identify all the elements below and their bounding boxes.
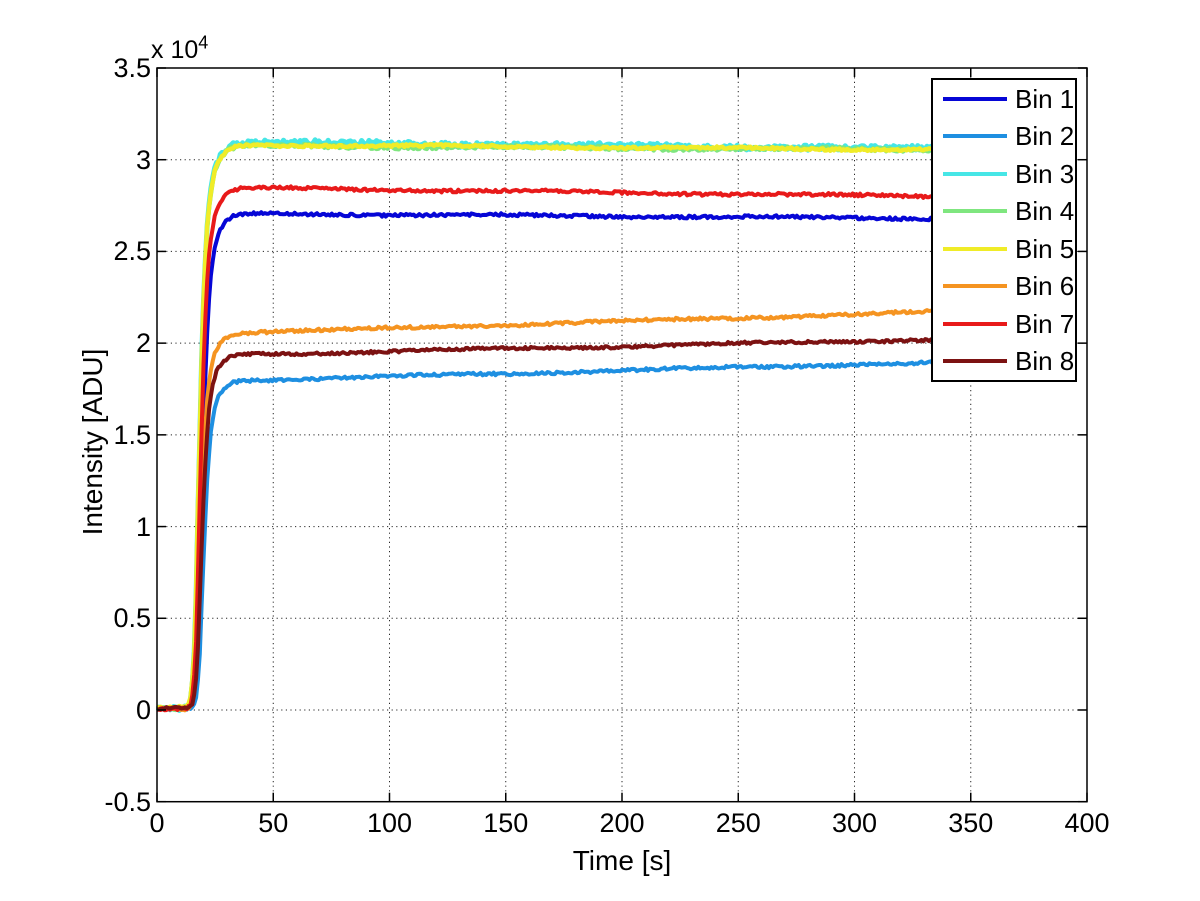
series-curves bbox=[156, 137, 974, 713]
x-tick-label: 200 bbox=[599, 808, 645, 838]
legend-line-bin-2 bbox=[943, 134, 1007, 139]
legend-label: Bin 8 bbox=[1015, 346, 1075, 377]
legend-label: Bin 6 bbox=[1015, 271, 1075, 302]
x-tick-label: 0 bbox=[149, 808, 165, 838]
curve-bin-6 bbox=[156, 308, 971, 713]
legend-label: Bin 5 bbox=[1015, 233, 1075, 264]
legend-item: Bin 7 bbox=[933, 311, 1075, 337]
curve-bin-7 bbox=[156, 184, 971, 713]
legend-line-bin-8 bbox=[943, 359, 1007, 364]
exponent-value: 4 bbox=[198, 32, 209, 53]
curve-bin-8 bbox=[156, 336, 972, 712]
y-tick-label: 0 bbox=[135, 694, 151, 725]
x-tick-label: 300 bbox=[831, 808, 878, 838]
y-axis-exponent-label: x 104 bbox=[151, 32, 209, 65]
y-tick-label: 1.5 bbox=[113, 419, 151, 450]
y-tick-label: 3.5 bbox=[113, 53, 151, 83]
legend-line-bin-5 bbox=[943, 246, 1007, 251]
legend-line-bin-6 bbox=[943, 284, 1007, 289]
legend-item: Bin 8 bbox=[933, 348, 1075, 374]
legend-label: Bin 7 bbox=[1015, 308, 1075, 339]
legend-item: Bin 5 bbox=[933, 236, 1075, 262]
axes-box-and-ticks bbox=[156, 67, 1088, 803]
y-tick-label: 0.5 bbox=[113, 603, 151, 634]
x-tick-label: 250 bbox=[715, 808, 761, 838]
legend: Bin 1 Bin 2 Bin 3 Bin 4 Bin 5 Bin 6 Bin 7 Bin 8 bbox=[931, 78, 1077, 382]
x-tick-label: 350 bbox=[948, 808, 994, 838]
legend-label: Bin 1 bbox=[1015, 83, 1075, 114]
y-tick-label: 2.5 bbox=[113, 236, 151, 267]
grid-lines bbox=[157, 68, 1087, 802]
legend-item: Bin 3 bbox=[933, 161, 1075, 187]
y-tick-label: -0.5 bbox=[104, 786, 151, 817]
curve-bin-3 bbox=[156, 137, 971, 713]
x-tick-label: 100 bbox=[366, 808, 413, 838]
x-tick-label: 150 bbox=[483, 808, 529, 838]
legend-line-bin-3 bbox=[943, 171, 1007, 176]
exponent-prefix: x 10 bbox=[151, 36, 199, 64]
x-tick-label: 50 bbox=[258, 808, 289, 838]
legend-label: Bin 2 bbox=[1015, 121, 1075, 152]
curve-bin-4 bbox=[156, 141, 972, 713]
y-tick-label: 2 bbox=[135, 328, 151, 359]
curve-bin-1 bbox=[156, 210, 970, 712]
y-tick-label: 1 bbox=[135, 511, 151, 542]
legend-label: Bin 4 bbox=[1015, 196, 1075, 227]
legend-line-bin-1 bbox=[943, 96, 1007, 101]
legend-item: Bin 2 bbox=[933, 123, 1075, 149]
x-axis-label: Time [s] bbox=[572, 845, 672, 876]
curve-bin-2 bbox=[156, 358, 974, 712]
legend-item: Bin 1 bbox=[933, 86, 1075, 112]
legend-label: Bin 3 bbox=[1015, 158, 1075, 189]
legend-item: Bin 6 bbox=[933, 273, 1075, 299]
curve-bin-5 bbox=[156, 142, 971, 711]
x-tick-label: 400 bbox=[1064, 808, 1110, 838]
legend-item: Bin 4 bbox=[933, 198, 1075, 224]
legend-line-bin-7 bbox=[943, 321, 1007, 326]
legend-line-bin-4 bbox=[943, 209, 1007, 214]
y-tick-label: 3 bbox=[135, 144, 151, 175]
